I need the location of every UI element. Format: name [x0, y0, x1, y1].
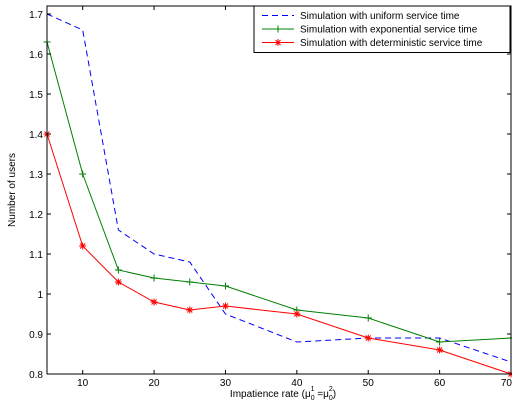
- x-axis-label-eq: =μ: [315, 389, 330, 400]
- data-point-plus: [79, 170, 87, 178]
- data-point-plus: [150, 274, 158, 282]
- ticks-layer: 0.8 0.9 1 1.1 1.2 1.3 1.4 1.5 1.6 1.7 10 20 30 40 50 60…: [29, 6, 512, 389]
- x-tick-label: 70: [501, 378, 512, 389]
- series-1: [46, 13, 512, 363]
- x-tick-label: 20: [149, 378, 161, 389]
- series-line: [46, 13, 512, 363]
- y-tick-label: 0.8: [29, 370, 43, 381]
- x-tick-label: 60: [434, 378, 446, 389]
- y-tick-label: 1.5: [29, 90, 43, 101]
- x-axis-label-sub2: 0: [329, 395, 333, 402]
- x-axis-label-sup1: 1: [311, 386, 315, 393]
- data-point-star: [274, 39, 282, 46]
- y-tick-label: 1.1: [29, 250, 43, 261]
- data-point-plus: [221, 282, 229, 290]
- data-point-plus: [114, 266, 122, 274]
- y-tick-label: 1.4: [29, 130, 43, 141]
- data-point-plus: [364, 314, 372, 322]
- data-point-star: [186, 306, 194, 314]
- series-2: [43, 38, 512, 346]
- data-point-plus: [436, 338, 444, 346]
- y-tick-label: 1: [37, 290, 43, 301]
- y-tick-label: 1.7: [29, 10, 43, 21]
- x-tick-label: 30: [220, 378, 232, 389]
- x-axis-label-sub1: 0: [311, 395, 315, 402]
- y-axis-label: Number of users: [7, 153, 18, 227]
- legend-label: Simulation with uniform service time: [300, 11, 460, 22]
- y-tick-label: 1.2: [29, 210, 43, 221]
- y-tick-label: 1.6: [29, 50, 43, 61]
- data-point-star: [364, 334, 372, 342]
- legend-label: Simulation with deterministic service ti…: [300, 38, 483, 49]
- series-line: [46, 133, 512, 375]
- x-axis-label-sup2: 2: [329, 386, 333, 393]
- data-point-star: [114, 278, 122, 286]
- data-point-star: [150, 298, 158, 306]
- x-axis-label: Impatience rate (μ01 =μ02): [230, 386, 336, 402]
- data-point-star: [436, 346, 444, 354]
- legend-label: Simulation with exponential service time: [300, 25, 478, 36]
- x-axis-label-close: ): [333, 389, 336, 400]
- legend-box: [253, 5, 511, 53]
- x-axis-label-main: Impatience rate (μ: [230, 389, 311, 400]
- data-point-star: [221, 302, 229, 310]
- legend: Simulation with uniform service time Simu…: [253, 5, 511, 53]
- y-tick-label: 1.3: [29, 170, 43, 181]
- x-tick-label: 40: [291, 378, 303, 389]
- data-point-plus: [274, 25, 282, 33]
- series-line: [46, 41, 512, 343]
- y-tick-label: 0.9: [29, 330, 43, 341]
- x-tick-label: 10: [77, 378, 89, 389]
- data-point-plus: [186, 278, 194, 286]
- x-tick-label: 50: [363, 378, 375, 389]
- data-point-star: [293, 310, 301, 318]
- data-point-star: [79, 242, 87, 250]
